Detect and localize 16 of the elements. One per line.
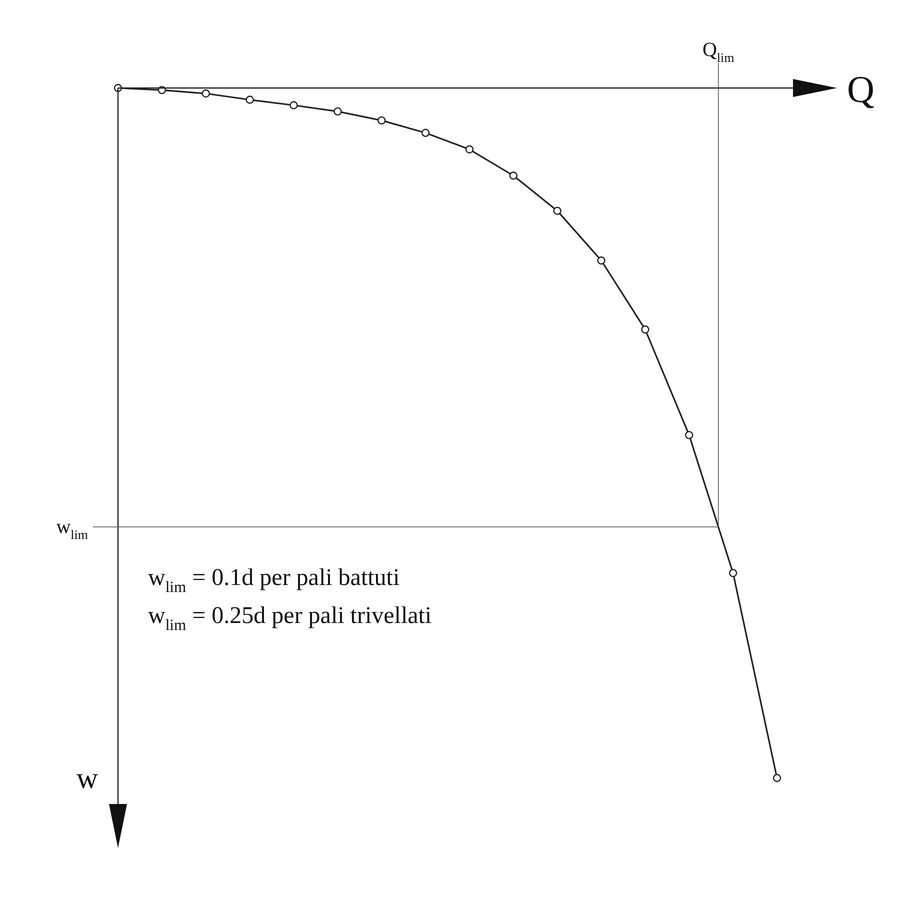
point bbox=[509, 172, 518, 180]
point bbox=[553, 206, 562, 215]
point bbox=[202, 89, 210, 98]
x-axis-title: Q bbox=[847, 69, 874, 111]
point bbox=[290, 101, 298, 110]
point bbox=[421, 128, 430, 137]
point bbox=[641, 325, 650, 334]
point bbox=[246, 96, 254, 104]
point bbox=[772, 774, 782, 782]
point bbox=[685, 430, 694, 440]
y-axis-title: w bbox=[76, 762, 98, 795]
point bbox=[334, 107, 342, 116]
point bbox=[728, 568, 738, 578]
point bbox=[465, 145, 474, 154]
point bbox=[378, 116, 386, 125]
point bbox=[597, 256, 606, 265]
